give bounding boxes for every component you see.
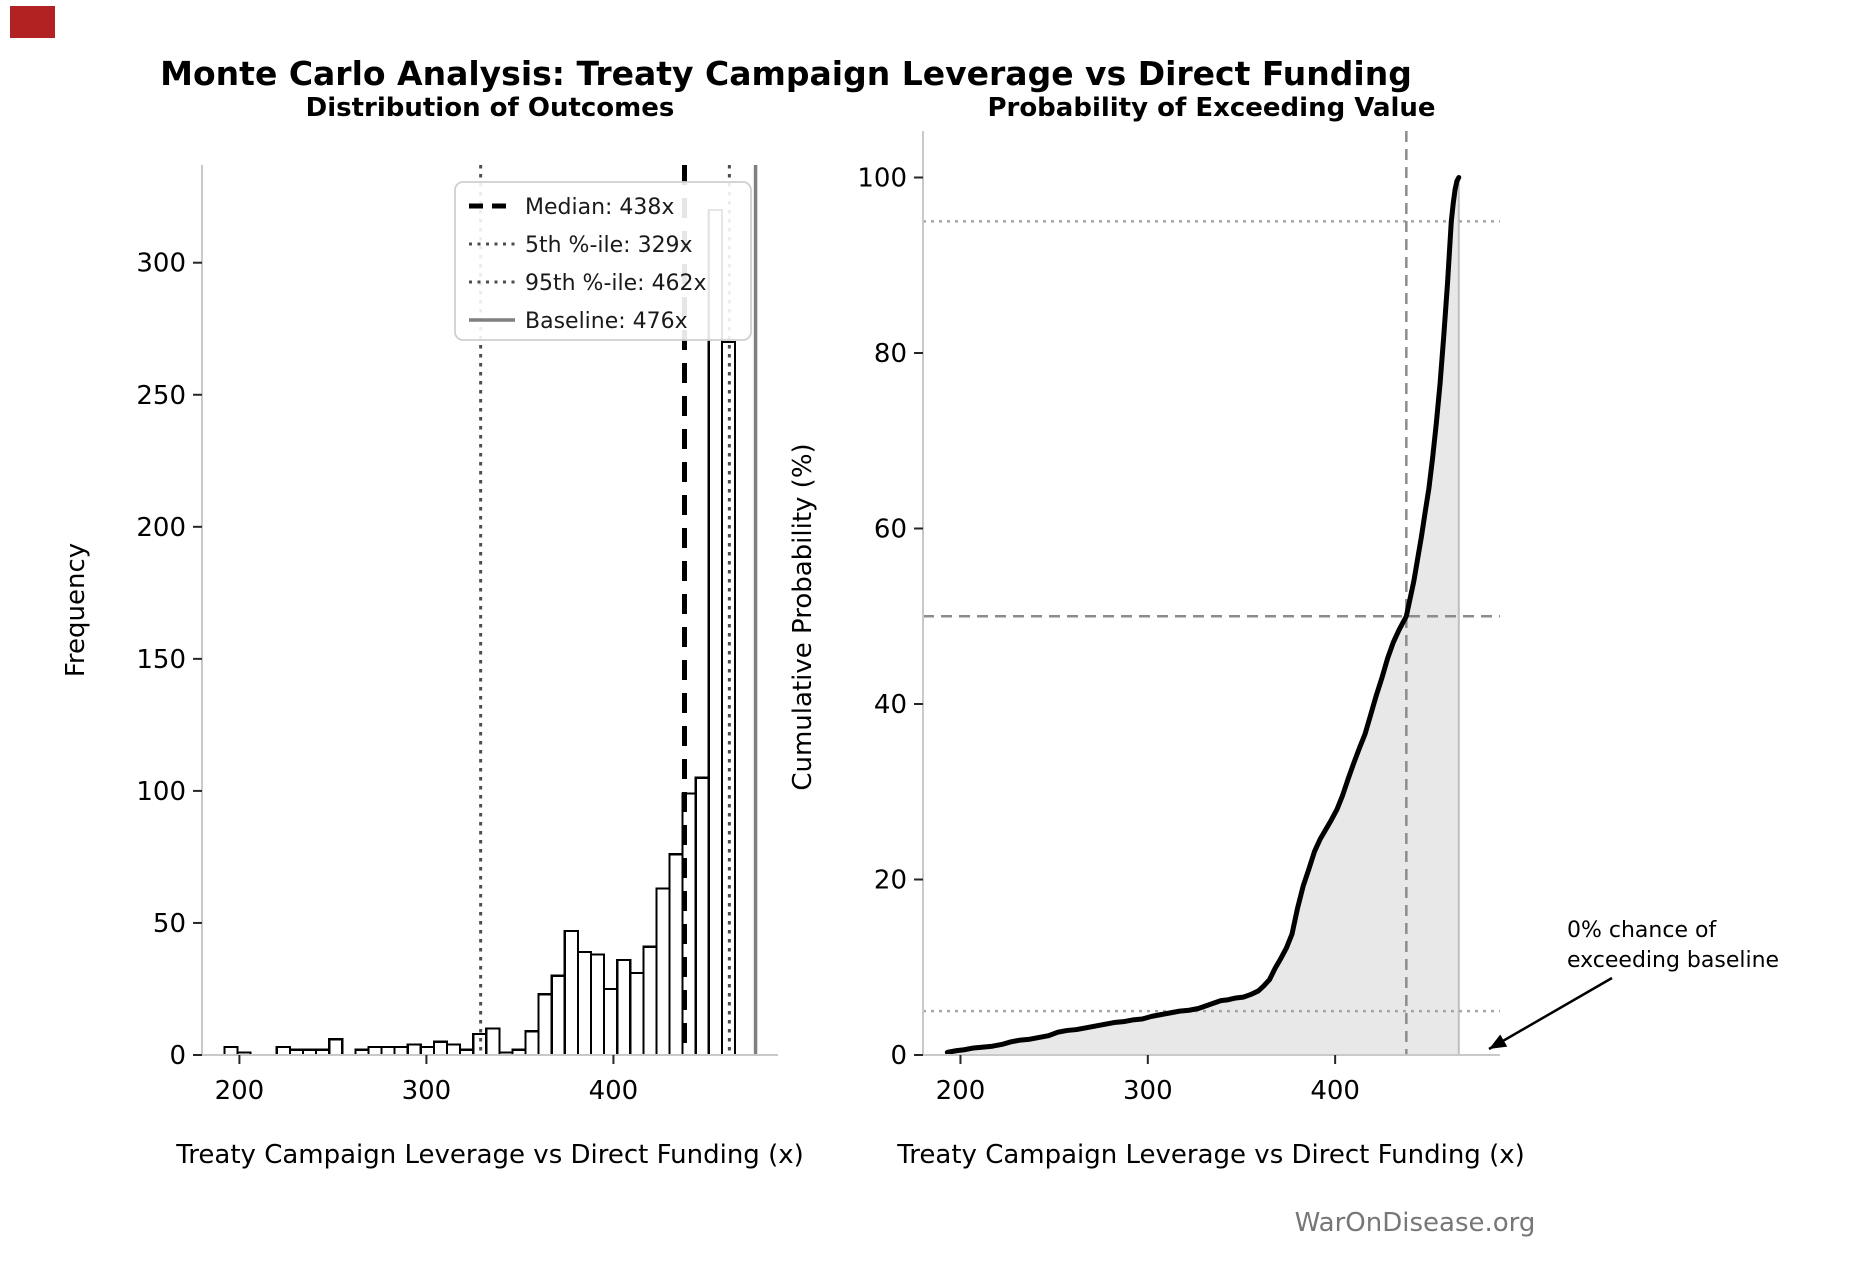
zero-chance-annotation: 0% chance of exceeding baseline bbox=[1567, 916, 1779, 976]
histogram-bar bbox=[537, 993, 553, 1057]
right-chart-title: Probability of Exceeding Value bbox=[987, 93, 1436, 123]
right-y-tick-label: 60 bbox=[874, 515, 907, 545]
right-y-tick-label: 80 bbox=[874, 339, 907, 369]
right-x-tick-label: 200 bbox=[936, 1076, 986, 1106]
histogram-bar bbox=[432, 1040, 449, 1057]
legend-item-label: Median: 438x bbox=[525, 195, 674, 220]
legend-item-label: Baseline: 476x bbox=[525, 309, 688, 334]
right-x-axis-label: Treaty Campaign Leverage vs Direct Fundi… bbox=[897, 1140, 1525, 1170]
histogram-bar bbox=[485, 1027, 501, 1057]
left-y-tick-label: 100 bbox=[136, 777, 186, 807]
legend-box bbox=[454, 181, 752, 341]
histogram-bar bbox=[694, 776, 710, 1057]
histogram-bar bbox=[419, 1045, 435, 1057]
histogram-bar bbox=[328, 1038, 344, 1057]
left-y-tick-label: 250 bbox=[136, 381, 186, 411]
histogram-bar bbox=[655, 887, 671, 1057]
left-y-tick-label: 200 bbox=[136, 513, 186, 543]
histogram-bar bbox=[589, 953, 606, 1057]
legend-item-label: 5th %-ile: 329x bbox=[525, 233, 693, 258]
histogram-bar bbox=[275, 1045, 291, 1057]
histogram-bar bbox=[629, 972, 645, 1057]
right-y-tick-label: 0 bbox=[890, 1041, 907, 1071]
histogram-bar bbox=[406, 1043, 422, 1057]
annotation-line-1: 0% chance of bbox=[1567, 918, 1717, 943]
annotation-arrow-line bbox=[1488, 976, 1613, 1051]
red-corner-marker bbox=[10, 6, 55, 38]
left-y-tick-label: 0 bbox=[169, 1041, 186, 1071]
left-y-axis-label: Frequency bbox=[61, 542, 91, 678]
annotation-arrow-head bbox=[1489, 1034, 1508, 1049]
cdf-fill-area bbox=[947, 177, 1459, 1055]
right-x-tick-label: 400 bbox=[1310, 1076, 1360, 1106]
cdf-curve bbox=[944, 175, 1462, 1055]
right-y-tick-label: 40 bbox=[874, 690, 907, 720]
legend-item-label: 95th %-ile: 462x bbox=[525, 271, 707, 296]
histogram-bar bbox=[563, 929, 579, 1057]
right-y-axis-label: Cumulative Probability (%) bbox=[788, 443, 818, 791]
figure-title: Monte Carlo Analysis: Treaty Campaign Le… bbox=[160, 54, 1412, 93]
histogram-bar bbox=[576, 950, 593, 1057]
right-y-tick-label: 20 bbox=[874, 866, 907, 896]
left-x-axis-label: Treaty Campaign Leverage vs Direct Fundi… bbox=[176, 1140, 804, 1170]
left-x-tick-label: 400 bbox=[589, 1076, 639, 1106]
histogram-bar bbox=[642, 945, 658, 1057]
histogram-bar bbox=[524, 1030, 540, 1057]
left-x-tick-label: 300 bbox=[402, 1076, 452, 1106]
left-x-tick-label: 200 bbox=[215, 1076, 265, 1106]
left-y-tick-label: 300 bbox=[136, 249, 186, 279]
histogram-bar bbox=[472, 1032, 488, 1057]
histogram-bar bbox=[550, 974, 566, 1057]
left-chart-title: Distribution of Outcomes bbox=[305, 93, 675, 123]
histogram-bar bbox=[616, 958, 632, 1057]
right-y-tick-label: 100 bbox=[857, 164, 907, 194]
histogram-bar bbox=[393, 1045, 409, 1057]
annotation-line-2: exceeding baseline bbox=[1567, 948, 1780, 973]
histogram-bar bbox=[668, 853, 684, 1057]
right-x-tick-label: 300 bbox=[1123, 1076, 1173, 1106]
histogram-bar bbox=[367, 1045, 383, 1057]
left-y-tick-label: 50 bbox=[153, 909, 186, 939]
watermark-text: WarOnDisease.org bbox=[1294, 1208, 1536, 1238]
left-y-tick-label: 150 bbox=[136, 645, 186, 675]
histogram-bar bbox=[380, 1045, 396, 1057]
histogram-bar bbox=[445, 1043, 462, 1057]
histogram-bar bbox=[602, 987, 619, 1057]
histogram-bar bbox=[223, 1045, 239, 1057]
